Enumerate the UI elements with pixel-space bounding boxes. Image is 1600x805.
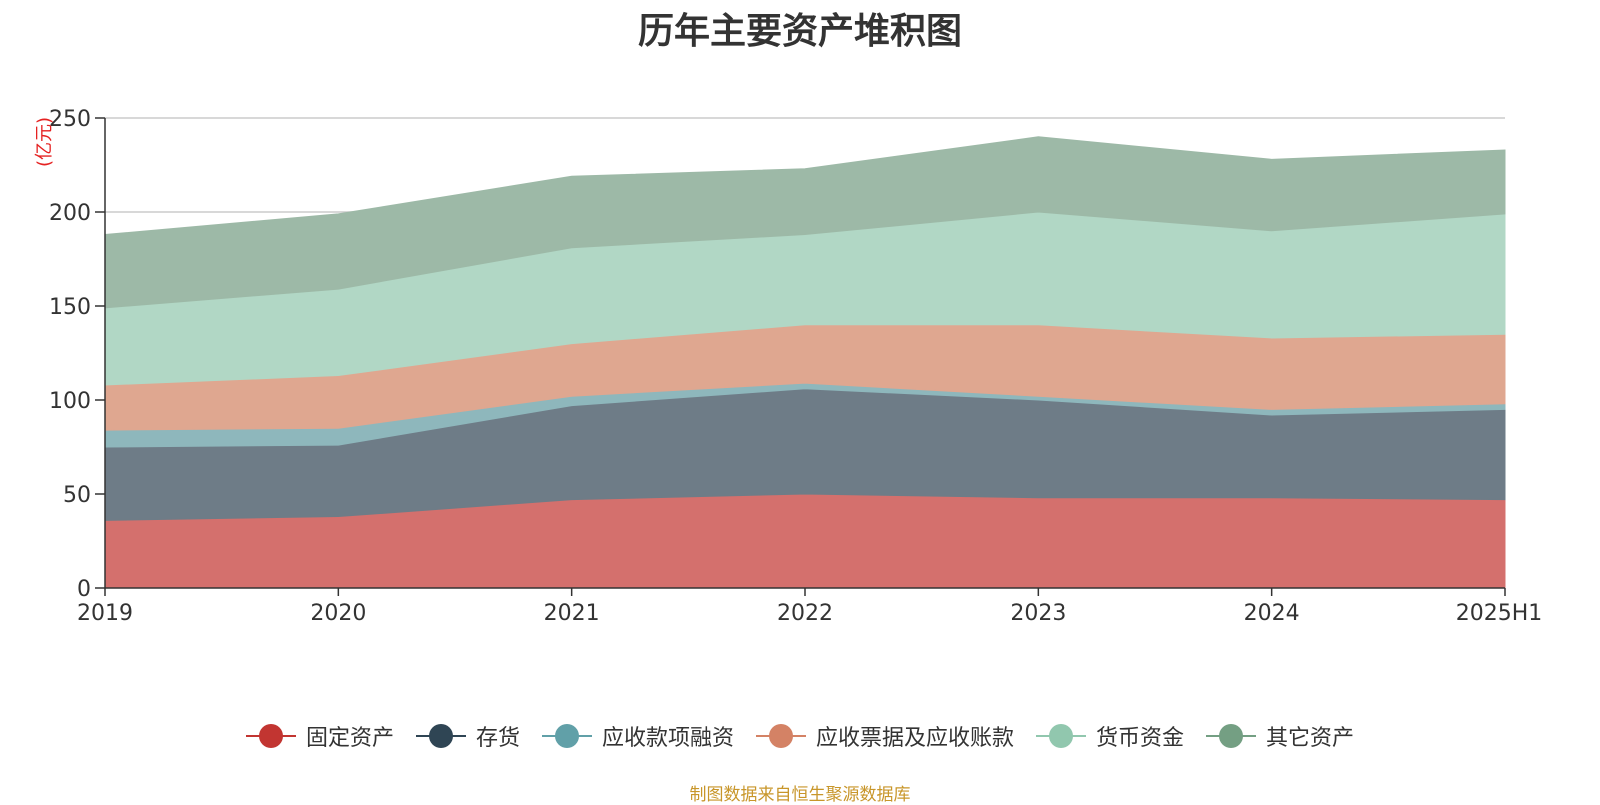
y-tick-label: 200: [49, 201, 91, 226]
legend-marker-icon: [1036, 724, 1087, 748]
legend-marker-icon: [415, 724, 466, 748]
legend-item[interactable]: 货币资金: [1036, 720, 1184, 752]
x-tick-label: 2019: [77, 601, 133, 626]
legend-label: 货币资金: [1096, 726, 1185, 751]
area-series-5: [104, 136, 1506, 309]
legend-label: 存货: [475, 726, 520, 751]
axes: [95, 117, 1506, 596]
legend-marker-icon: [1206, 724, 1257, 748]
x-tick-label: 2025H1: [1456, 601, 1543, 626]
x-tick-label: 2022: [777, 601, 833, 626]
source-note: 制图数据来自恒生聚源数据库: [689, 785, 911, 805]
legend: 固定资产 存货 应收款项融资 应收票据及应收账款 货币资金 其它资产: [0, 716, 1600, 756]
y-tick-label: 50: [63, 483, 91, 508]
legend-item[interactable]: 其它资产: [1206, 720, 1354, 752]
legend-marker-icon: [756, 724, 806, 748]
x-tick-label: 2020: [310, 601, 366, 626]
legend-item[interactable]: 存货: [415, 720, 520, 752]
x-tick-label: 2021: [544, 601, 600, 626]
legend-marker-icon: [245, 724, 296, 748]
legend-label: 其它资产: [1266, 726, 1355, 751]
legend-marker-icon: [541, 724, 592, 748]
y-tick-label: 150: [49, 295, 91, 320]
x-tick-label: 2023: [1010, 601, 1066, 626]
stacked-areas: [104, 136, 1506, 589]
legend-label: 应收款项融资: [601, 726, 734, 751]
chart-title: 历年主要资产堆积图: [637, 11, 962, 52]
legend-item[interactable]: 固定资产: [245, 720, 394, 752]
y-tick-label: 250: [49, 107, 91, 132]
legend-item[interactable]: 应收票据及应收账款: [756, 720, 1014, 752]
legend-label: 固定资产: [305, 726, 394, 751]
legend-item[interactable]: 应收款项融资: [541, 720, 734, 752]
x-tick-label: 2024: [1244, 601, 1300, 626]
y-axis-unit: (亿元): [34, 117, 55, 167]
y-tick-label: 0: [77, 577, 91, 602]
y-tick-label: 100: [49, 389, 91, 414]
tick-labels: 0 50 100 150 200 250 2019 2020 2021 2022 2023 2024 2…: [34, 107, 1542, 626]
legend-label: 应收票据及应收账款: [816, 726, 1015, 751]
